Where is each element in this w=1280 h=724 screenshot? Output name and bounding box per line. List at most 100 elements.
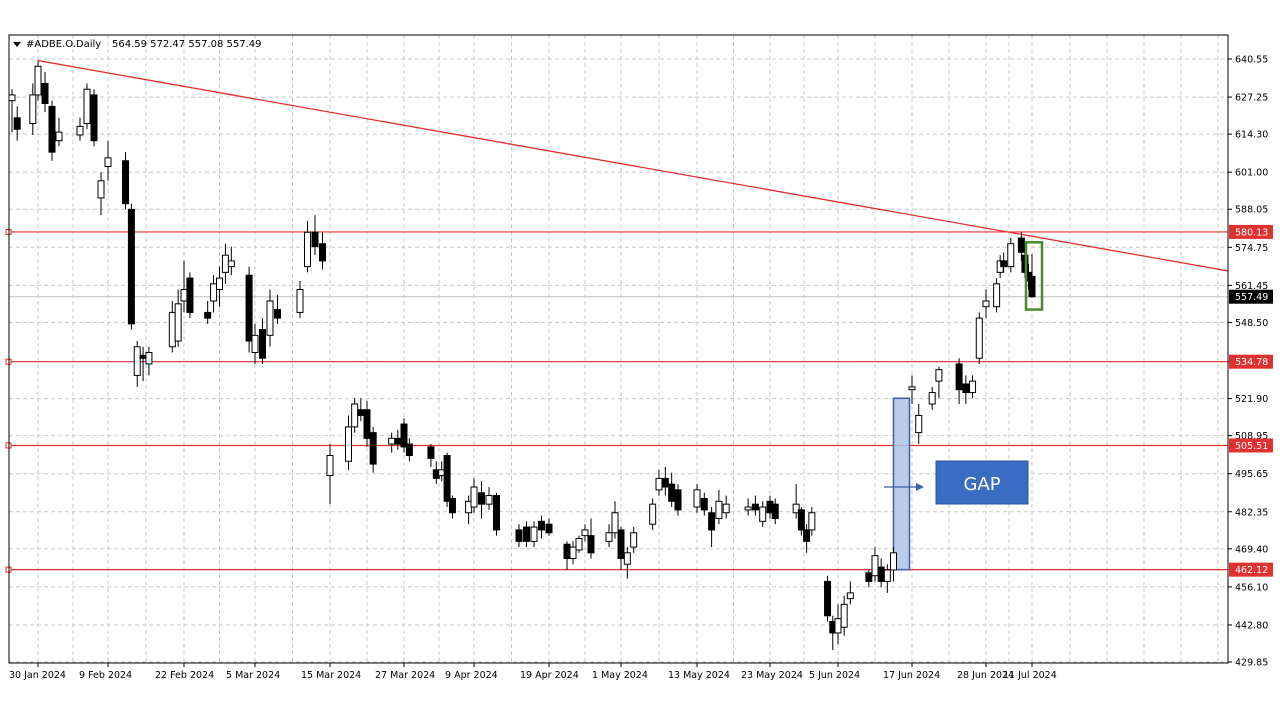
level-price-label: 534.78: [1235, 357, 1268, 368]
candle-body: [575, 538, 583, 551]
y-tick-label: 601.00: [1235, 168, 1268, 179]
candle-body: [744, 506, 752, 511]
candle-body: [877, 566, 885, 582]
candle-body: [1000, 260, 1008, 268]
candle-body: [530, 526, 538, 542]
gap-callout-label: GAP: [963, 474, 1000, 495]
x-tick-label: 5 Jun 2024: [809, 670, 860, 681]
candle-body: [668, 483, 676, 502]
candle-body: [840, 603, 848, 628]
candle-body: [304, 231, 311, 268]
candle-body: [204, 311, 212, 319]
x-tick-label: 23 May 2024: [741, 670, 803, 681]
candle-body: [808, 512, 816, 531]
y-tick-label: 495.65: [1235, 469, 1268, 480]
candle-body: [1017, 237, 1025, 253]
candle-body: [605, 532, 613, 542]
gap-arrow-head: [916, 483, 924, 491]
candle-body: [83, 88, 91, 125]
candle-body: [617, 529, 625, 560]
y-tick-label: 588.05: [1235, 205, 1268, 216]
level-price-tag: [1229, 438, 1273, 453]
symbol-title: #ADBE.O.Daily: [26, 39, 101, 50]
candle-body: [655, 477, 663, 491]
candle-body: [127, 208, 135, 325]
candle-body: [962, 383, 970, 394]
candle-body: [448, 497, 456, 514]
level-price-label: 462.12: [1235, 565, 1268, 576]
candle-body: [928, 392, 936, 405]
candle-body: [29, 94, 37, 125]
candle-body: [908, 386, 916, 391]
candle-body: [545, 523, 553, 534]
candle-body: [478, 492, 485, 505]
trendline: [37, 59, 1229, 272]
candle-body: [824, 580, 832, 617]
candle-body: [357, 409, 365, 416]
x-tick-label: 5 Mar 2024: [226, 670, 280, 681]
candle-body: [661, 477, 669, 488]
candle-body: [90, 94, 98, 142]
y-tick-label: 508.95: [1235, 431, 1268, 442]
y-tick-label: 640.55: [1235, 55, 1268, 66]
candle-body: [693, 489, 701, 508]
candle-body: [34, 65, 42, 96]
y-tick-label: 574.75: [1235, 243, 1268, 254]
y-tick-label: 548.50: [1235, 318, 1268, 329]
x-tick-label: 27 Mar 2024: [375, 670, 435, 681]
candle-body: [700, 497, 708, 511]
y-tick-label: 561.45: [1235, 281, 1268, 292]
candle-body: [216, 277, 223, 291]
candle-body: [174, 303, 182, 342]
candle-body: [792, 503, 800, 514]
x-tick-label: 9 Apr 2024: [445, 670, 498, 681]
candle-body: [427, 446, 435, 459]
candle-body: [274, 309, 281, 319]
x-tick-label: 30 Jan 2024: [9, 670, 66, 681]
candle-body: [587, 535, 595, 554]
candle-body: [168, 311, 176, 348]
x-tick-label: 17 Jun 2024: [883, 670, 940, 681]
candle-body: [369, 432, 377, 465]
candle-body: [345, 426, 352, 462]
candle-body: [363, 409, 371, 439]
candle-body: [890, 552, 897, 571]
candle-body: [443, 455, 451, 502]
candle-body: [834, 618, 842, 634]
x-tick-label: 13 May 2024: [668, 670, 730, 681]
candle-body: [982, 300, 990, 308]
candle-body: [493, 495, 500, 531]
candle-body: [139, 354, 147, 359]
candle-body: [515, 529, 523, 542]
candle-body: [871, 555, 879, 577]
candle-body: [296, 289, 304, 313]
candle-body: [221, 254, 229, 273]
candle-body: [227, 260, 235, 268]
candle-body: [48, 105, 56, 153]
y-tick-label: 614.30: [1235, 130, 1268, 141]
candle-body: [865, 572, 873, 582]
current-price-tag: [1229, 289, 1273, 304]
x-tick-label: 19 Apr 2024: [520, 670, 579, 681]
candle-body: [630, 532, 638, 548]
candle-body: [76, 125, 84, 136]
candle-body: [122, 160, 130, 205]
candle-body: [55, 131, 63, 142]
plot-frame: [8, 34, 1229, 664]
candle-body: [400, 423, 408, 448]
candle-body: [266, 300, 274, 336]
candle-body: [104, 157, 112, 167]
candle-body: [915, 414, 923, 434]
candle-body: [485, 495, 493, 505]
candle-body: [251, 334, 259, 353]
candle-body: [969, 380, 977, 394]
candle-body: [751, 503, 759, 511]
candle-body: [394, 437, 402, 445]
level-price-tag: [1229, 562, 1273, 577]
y-tick-label: 521.90: [1235, 394, 1268, 405]
candle-body: [259, 329, 266, 359]
dropdown-arrow-icon[interactable]: [13, 42, 21, 47]
gap-zone: [892, 397, 911, 571]
candle-body: [210, 283, 218, 302]
